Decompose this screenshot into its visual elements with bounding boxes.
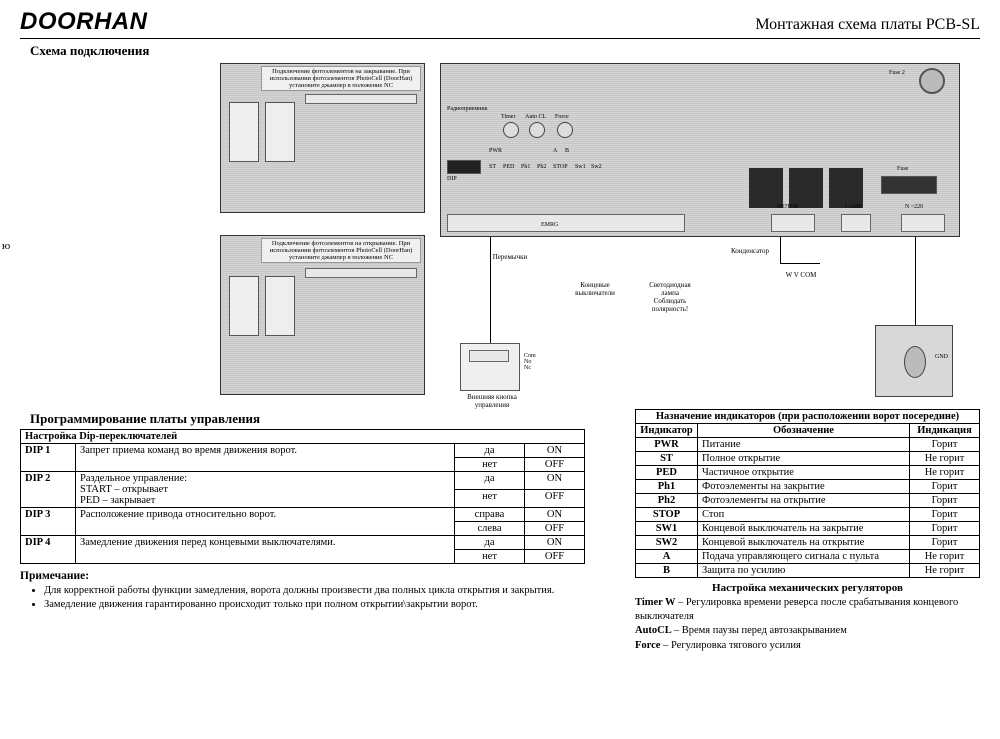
dip-id: DIP 4 — [21, 536, 76, 564]
notes-title: Примечание: — [20, 570, 585, 582]
ind-cell: Не горит — [910, 550, 980, 564]
lbl-wvcom: W V COM — [776, 271, 826, 279]
dip-opt-label: нет — [455, 550, 525, 564]
dip-opt-state: OFF — [525, 550, 585, 564]
ind-cell: Ph1 — [636, 480, 698, 494]
photocell-close-block: Подключение фотоэлементов на закрывание.… — [220, 63, 425, 213]
ind-cell: Горит — [910, 536, 980, 550]
ind-col-2: Индикация — [910, 424, 980, 438]
ind-cell: PED — [636, 466, 698, 480]
dip-opt-label: да — [455, 536, 525, 550]
wiring-diagram: Подключение фотоэлементов на закрывание.… — [20, 63, 980, 403]
dip-desc: Расположение привода относительно ворот. — [76, 508, 455, 536]
ind-cell: Горит — [910, 508, 980, 522]
regulator-line: Timer W – Регулировка времени реверса по… — [635, 596, 980, 624]
section-title-wiring: Схема подключения — [30, 43, 980, 59]
gnd-block: GND — [875, 325, 953, 397]
ind-cell: Не горит — [910, 564, 980, 578]
margin-char: ю — [2, 240, 10, 252]
notes-list: Для корректной работы функции замедления… — [20, 585, 585, 610]
dip-header: Настройка Dip-переключателей — [21, 430, 585, 444]
note-item: Для корректной работы функции замедления… — [44, 585, 585, 596]
ind-cell: Концевой выключатель на закрытие — [698, 522, 910, 536]
dip-desc: Замедление движения перед концевыми выкл… — [76, 536, 455, 564]
dip-desc: Раздельное управление: START – открывает… — [76, 472, 455, 508]
ind-cell: Горит — [910, 438, 980, 452]
external-button — [460, 343, 520, 391]
ind-col-1: Обозначение — [698, 424, 910, 438]
lbl-btn-pins: Com No Nc — [524, 353, 548, 371]
fuse-box — [881, 176, 937, 194]
indicator-table: Назначение индикаторов (при расположении… — [635, 409, 980, 578]
ind-cell: Горит — [910, 480, 980, 494]
lbl-limit: Концевые выключатели — [565, 281, 625, 297]
dip-opt-label: да — [455, 444, 525, 458]
ind-cell: Защита по усилию — [698, 564, 910, 578]
ind-cell: Горит — [910, 522, 980, 536]
ind-cell: Не горит — [910, 452, 980, 466]
ind-cell: PWR — [636, 438, 698, 452]
lbl-led-lamp: Светодиодная лампа Соблюдать полярность! — [635, 281, 705, 313]
dip-opt-label: справа — [455, 508, 525, 522]
indicators-header: Назначение индикаторов (при расположении… — [636, 410, 980, 424]
dip-opt-state: OFF — [525, 490, 585, 508]
brand-logo: DOORHAN — [20, 8, 148, 36]
dip-opt-state: OFF — [525, 458, 585, 472]
photocell-open-block: Подключение фотоэлементов на открывание.… — [220, 235, 425, 395]
ind-cell: ST — [636, 452, 698, 466]
note-item: Замедление движения гарантированно проис… — [44, 599, 585, 610]
caption-close: Подключение фотоэлементов на закрывание.… — [261, 66, 421, 91]
lbl-fuse2: Fuse 2 — [889, 70, 905, 76]
ind-cell: SW1 — [636, 522, 698, 536]
caption-open: Подключение фотоэлементов на открывание.… — [261, 238, 421, 263]
dip-table: Настройка Dip-переключателей DIP 1Запрет… — [20, 429, 585, 564]
ind-cell: Не горит — [910, 466, 980, 480]
dip-opt-state: OFF — [525, 522, 585, 536]
ind-cell: Полное открытие — [698, 452, 910, 466]
ind-cell: A — [636, 550, 698, 564]
ind-cell: SW2 — [636, 536, 698, 550]
pot-timer — [503, 122, 519, 138]
lbl-radio: Радиоприемник — [447, 106, 487, 112]
dip-opt-label: слева — [455, 522, 525, 536]
dip-opt-state: ON — [525, 444, 585, 458]
regulator-line: AutoCL – Время паузы перед автозакрывани… — [635, 624, 980, 638]
dip-id: DIP 1 — [21, 444, 76, 472]
pot-force — [557, 122, 573, 138]
regulators-title: Настройка механических регуляторов — [635, 582, 980, 594]
lbl-ext-btn: Внешняя кнопка управления — [452, 393, 532, 409]
ind-cell: Питание — [698, 438, 910, 452]
dip-switch — [447, 160, 481, 174]
ind-cell: STOP — [636, 508, 698, 522]
doc-title: Монтажная схема платы PCB-SL — [755, 16, 980, 34]
section-title-programming: Программирование платы управления — [30, 411, 585, 427]
dip-opt-state: ON — [525, 536, 585, 550]
pot-autocl — [529, 122, 545, 138]
ind-col-0: Индикатор — [636, 424, 698, 438]
ind-cell: Стоп — [698, 508, 910, 522]
dip-desc: Запрет приема команд во время движения в… — [76, 444, 455, 472]
ind-cell: Подача управляющего сигнала с пульта — [698, 550, 910, 564]
dip-opt-state: ON — [525, 508, 585, 522]
lbl-cap: Конденсатор — [720, 247, 780, 255]
ind-cell: Концевой выключатель на открытие — [698, 536, 910, 550]
ind-cell: Горит — [910, 494, 980, 508]
ind-cell: B — [636, 564, 698, 578]
main-pcb: Радиоприемник Fuse 2 Timer Auto CL Force… — [440, 63, 960, 237]
dip-opt-label: да — [455, 472, 525, 490]
ind-cell: Фотоэлементы на открытие — [698, 494, 910, 508]
regulator-line: Force – Регулировка тягового усилия — [635, 639, 980, 653]
dip-id: DIP 2 — [21, 472, 76, 508]
fuse2-icon — [919, 68, 945, 94]
dip-opt-label: нет — [455, 458, 525, 472]
dip-opt-state: ON — [525, 472, 585, 490]
dip-id: DIP 3 — [21, 508, 76, 536]
lbl-jumpers: Перемычки — [480, 253, 540, 261]
ind-cell: Фотоэлементы на закрытие — [698, 480, 910, 494]
dip-opt-label: нет — [455, 490, 525, 508]
ind-cell: Ph2 — [636, 494, 698, 508]
ind-cell: Частичное открытие — [698, 466, 910, 480]
